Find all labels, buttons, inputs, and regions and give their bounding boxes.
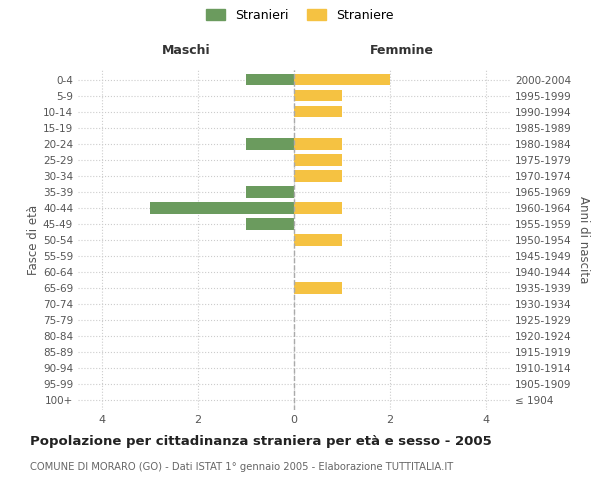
Text: Popolazione per cittadinanza straniera per età e sesso - 2005: Popolazione per cittadinanza straniera p…: [30, 435, 492, 448]
Bar: [294, 282, 342, 294]
Bar: [294, 202, 342, 213]
Text: COMUNE DI MORARO (GO) - Dati ISTAT 1° gennaio 2005 - Elaborazione TUTTITALIA.IT: COMUNE DI MORARO (GO) - Dati ISTAT 1° ge…: [30, 462, 453, 472]
Bar: [150, 202, 294, 213]
Bar: [246, 186, 294, 198]
Bar: [294, 170, 342, 181]
Bar: [246, 218, 294, 230]
Text: Maschi: Maschi: [161, 44, 211, 58]
Y-axis label: Fasce di età: Fasce di età: [27, 205, 40, 275]
Legend: Stranieri, Straniere: Stranieri, Straniere: [206, 8, 394, 22]
Bar: [246, 74, 294, 86]
Bar: [294, 106, 342, 118]
Bar: [294, 90, 342, 102]
Bar: [294, 138, 342, 149]
Bar: [294, 234, 342, 246]
Bar: [294, 74, 390, 86]
Text: Femmine: Femmine: [370, 44, 434, 58]
Bar: [294, 154, 342, 166]
Y-axis label: Anni di nascita: Anni di nascita: [577, 196, 590, 284]
Bar: [246, 138, 294, 149]
